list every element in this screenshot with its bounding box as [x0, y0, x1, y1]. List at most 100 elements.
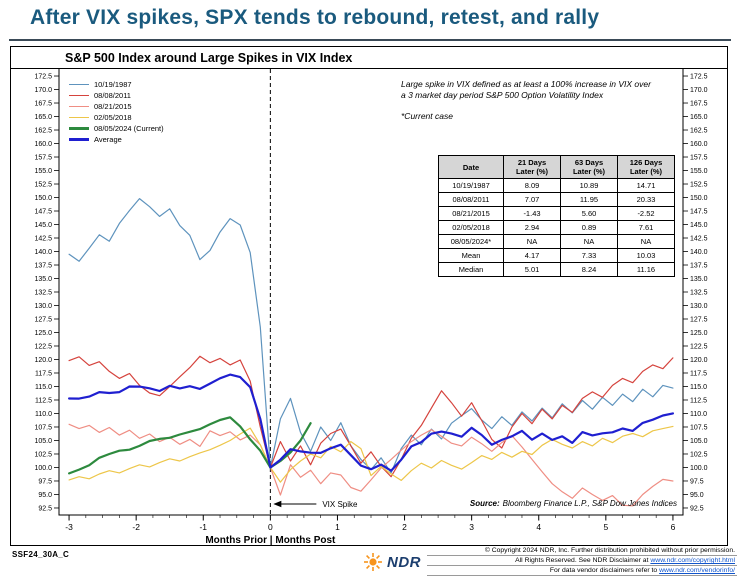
y-tick-label: 115.0	[35, 384, 52, 391]
table-cell: 11.16	[617, 262, 675, 277]
x-tick-label: 5	[603, 522, 608, 532]
y-tick-label: 107.5	[690, 424, 708, 431]
y-tick-label: 150.0	[34, 195, 52, 202]
y-tick-label: 110.0	[35, 411, 52, 418]
source-line: Source: Bloomberg Finance L.P., S&P Dow J…	[470, 499, 677, 508]
note-line-1: Large spike in VIX defined as at least a…	[401, 79, 651, 89]
table-cell: 2.94	[503, 220, 561, 235]
returns-table: Date 21 Days Later (%) 63 Days Later (%) 126 …	[438, 155, 675, 277]
source-text: Bloomberg Finance L.P., S&P Dow Jones In…	[502, 499, 677, 508]
x-tick-label: 6	[671, 522, 676, 532]
y-tick-label: 152.5	[690, 181, 708, 188]
y-tick-label: 162.5	[690, 127, 708, 134]
y-tick-label: 135.0	[34, 276, 52, 283]
copyright-text: © Copyright 2024 NDR, Inc. Further distr…	[484, 547, 735, 554]
ndr-logo-text: NDR	[387, 553, 421, 571]
y-tick-label: 167.5	[690, 100, 708, 107]
table-cell: 5.60	[560, 206, 618, 221]
table-cell: -2.52	[617, 206, 675, 221]
legend-label: 08/08/2011	[94, 91, 131, 100]
y-tick-label: 170.0	[34, 87, 52, 94]
table-cell: 08/05/2024*	[438, 234, 504, 249]
table-cell: 7.07	[503, 192, 561, 207]
y-tick-label: 155.0	[34, 168, 52, 175]
chart-frame: S&P 500 Index around Large Spikes in VIX…	[10, 46, 728, 546]
y-tick-label: 172.5	[690, 73, 708, 80]
table-cell: 02/05/2018	[438, 220, 504, 235]
y-tick-label: 105.0	[690, 438, 708, 445]
x-tick-label: 0	[268, 522, 273, 532]
y-tick-label: 115.0	[690, 384, 707, 391]
y-tick-label: 160.0	[690, 141, 708, 148]
legend-item-2011: 08/08/2011	[69, 90, 164, 101]
series-line-2018	[68, 425, 674, 483]
y-tick-label: 122.5	[690, 343, 708, 350]
y-tick-label: 110.0	[690, 411, 707, 418]
y-tick-label: 130.0	[34, 303, 52, 310]
table-row: 02/05/2018 2.94 0.89 7.61	[438, 220, 675, 235]
y-tick-label: 142.5	[34, 235, 52, 242]
table-cell: 10.03	[617, 248, 675, 263]
chart-note: Large spike in VIX defined as at least a…	[401, 79, 693, 122]
table-row: Median 5.01 8.24 11.16	[438, 262, 675, 277]
table-row: 10/19/1987 8.09 10.89 14.71	[438, 178, 675, 193]
series-line-2011	[68, 355, 674, 478]
y-tick-label: 140.0	[690, 249, 708, 256]
table-cell: 5.01	[503, 262, 561, 277]
document-id: SSF24_30A_C	[12, 550, 70, 559]
y-tick-label: 147.5	[690, 208, 708, 215]
y-tick-label: 170.0	[690, 87, 708, 94]
legend-item-average: Average	[69, 134, 164, 145]
y-tick-label: 152.5	[34, 181, 52, 188]
table-cell: -1.43	[503, 206, 561, 221]
table-cell: NA	[617, 234, 675, 249]
vix-spike-arrowhead	[273, 500, 282, 508]
y-tick-label: 125.0	[34, 330, 52, 337]
y-tick-label: 95.0	[690, 492, 704, 499]
series-line-2015	[68, 423, 674, 507]
table-cell: 20.33	[617, 192, 675, 207]
y-tick-label: 145.0	[34, 222, 52, 229]
table-row: 08/05/2024* NA NA NA	[438, 234, 675, 249]
y-tick-label: 142.5	[690, 235, 708, 242]
chart-title-strip: S&P 500 Index around Large Spikes in VIX…	[11, 47, 727, 69]
series-line-average	[67, 373, 675, 472]
x-axis-label: Months Prior | Months Post	[205, 535, 336, 546]
vix-spike-label: VIX Spike	[322, 500, 358, 509]
chart-legend: 10/19/1987 08/08/2011 08/21/2015 02/05/2018…	[69, 79, 164, 145]
y-tick-label: 137.5	[690, 262, 708, 269]
table-header-cell: Date	[438, 155, 504, 179]
table-cell: 08/21/2015	[438, 206, 504, 221]
footer-link[interactable]: www.ndr.com/vendorinfo/	[659, 567, 735, 574]
table-header-cell: 63 Days Later (%)	[560, 155, 618, 179]
y-tick-label: 120.0	[34, 357, 52, 364]
legend-swatch	[69, 105, 89, 108]
y-tick-label: 100.0	[690, 465, 708, 472]
chart-title: S&P 500 Index around Large Spikes in VIX…	[65, 51, 353, 65]
copyright-row: All Rights Reserved. See NDR Disclaimer …	[427, 556, 737, 566]
table-header-cell: 21 Days Later (%)	[503, 155, 561, 179]
page-title: After VIX spikes, SPX tends to rebound, …	[30, 6, 600, 29]
ndr-logo: NDR	[363, 552, 421, 572]
legend-label: 10/19/1987	[94, 80, 132, 89]
y-tick-label: 132.5	[34, 289, 52, 296]
legend-label: Average	[94, 135, 122, 144]
table-cell: 10/19/1987	[438, 178, 504, 193]
x-tick-label: -1	[199, 522, 207, 532]
y-tick-label: 165.0	[690, 114, 708, 121]
y-tick-label: 137.5	[34, 262, 52, 269]
table-cell: Median	[438, 262, 504, 277]
legend-swatch	[69, 94, 89, 97]
copyright-row: For data vendor disclaimers refer to www…	[427, 566, 737, 576]
footer-link[interactable]: www.ndr.com/copyright.html	[650, 557, 735, 564]
legend-swatch	[69, 138, 89, 141]
y-tick-label: 157.5	[34, 154, 52, 161]
y-tick-label: 165.0	[34, 114, 52, 121]
y-tick-label: 112.5	[35, 397, 52, 404]
legend-item-1987: 10/19/1987	[69, 79, 164, 90]
y-tick-label: 147.5	[34, 208, 52, 215]
y-tick-label: 150.0	[690, 195, 708, 202]
y-tick-label: 92.5	[38, 505, 52, 512]
y-tick-label: 162.5	[34, 127, 52, 134]
